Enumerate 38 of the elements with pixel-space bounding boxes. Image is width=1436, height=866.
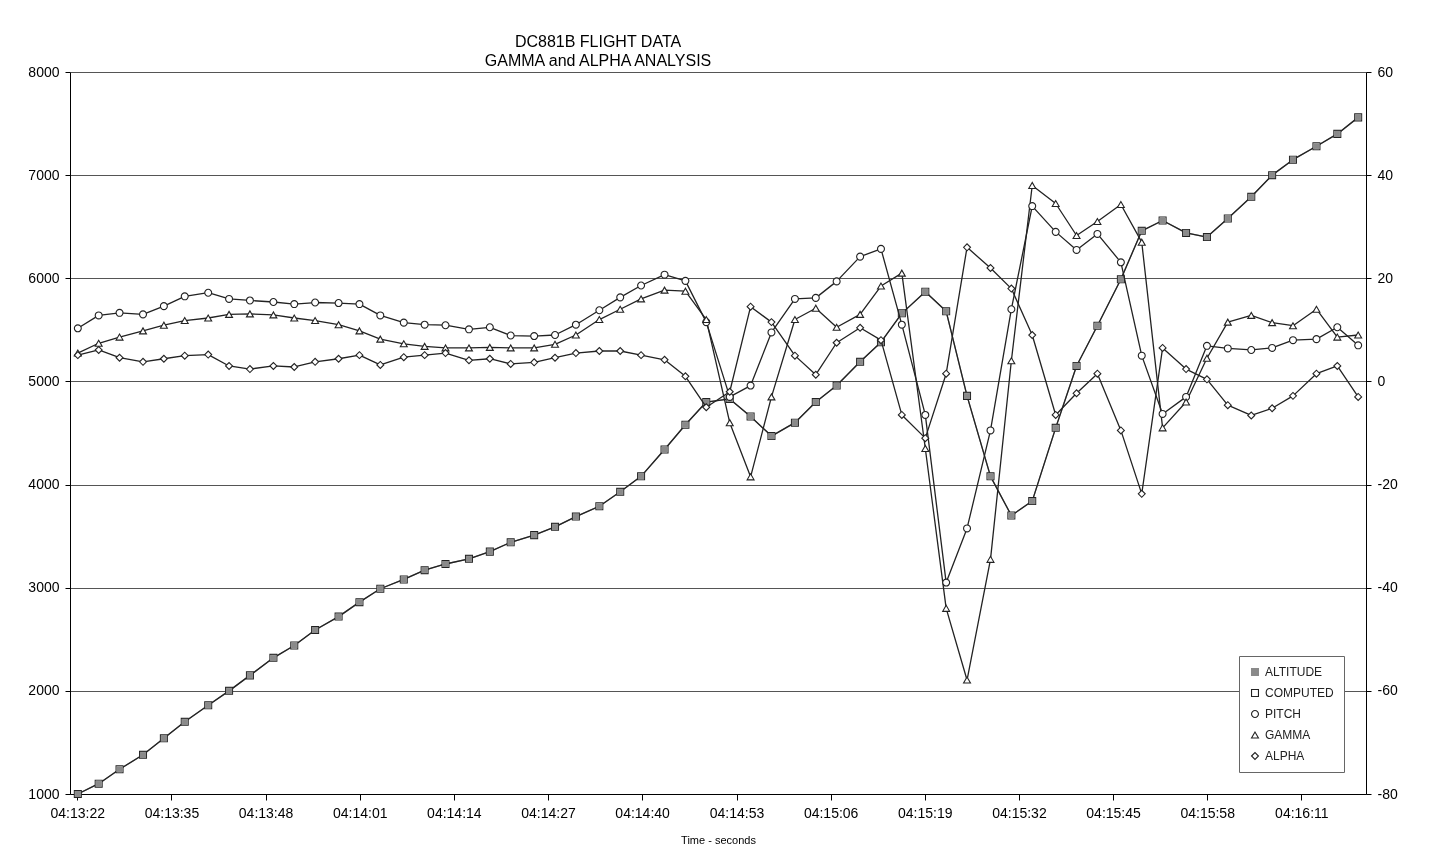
legend-label: PITCH	[1265, 707, 1301, 721]
y-tick-label: 5000	[28, 372, 60, 389]
x-tick-label: 04:15:06	[803, 804, 859, 821]
y2-tick-label: 20	[1377, 269, 1394, 286]
legend-label: ALTITUDE	[1265, 665, 1323, 679]
y-tick-label: 1000	[28, 785, 60, 802]
legend-label: ALPHA	[1265, 749, 1305, 763]
x-tick-label: 04:15:19	[898, 804, 953, 821]
y-tick-label: 2000	[28, 682, 60, 699]
y2-tick-label: 60	[1377, 63, 1394, 80]
x-tick-label: 04:16:11	[1275, 804, 1329, 821]
y2-tick-label: 0	[1377, 372, 1386, 389]
y2-tick-label: 40	[1377, 166, 1394, 183]
chart-subtitle: GAMMA and ALPHA ANALYSIS	[484, 52, 712, 69]
x-tick-label: 04:14:14	[427, 804, 482, 821]
x-tick-label: 04:15:32	[992, 804, 1047, 821]
y-tick-label: 8000	[28, 63, 60, 80]
y-tick-label: 4000	[28, 476, 60, 493]
x-tick-label: 04:13:22	[50, 804, 106, 821]
y-tick-label: 6000	[28, 269, 60, 286]
y-tick-label: 7000	[28, 166, 60, 183]
x-tick-label: 04:14:27	[521, 804, 576, 821]
x-axis-title: Time - seconds	[681, 833, 757, 846]
y-tick-label: 3000	[28, 579, 60, 596]
legend-label: GAMMA	[1265, 728, 1311, 742]
x-tick-label: 04:13:48	[238, 804, 294, 821]
y2-tick-label: -80	[1377, 785, 1398, 802]
x-tick-label: 04:14:40	[615, 804, 671, 821]
x-tick-label: 04:14:53	[709, 804, 765, 821]
y2-tick-label: -60	[1377, 682, 1398, 699]
x-tick-label: 04:13:35	[144, 804, 200, 821]
x-tick-label: 04:15:58	[1180, 804, 1236, 821]
legend-label: COMPUTED	[1265, 686, 1334, 700]
x-tick-label: 04:14:01	[332, 804, 388, 821]
x-tick-label: 04:15:45	[1086, 804, 1142, 821]
chart-title: DC881B FLIGHT DATA	[514, 33, 682, 50]
y2-tick-label: -40	[1377, 579, 1398, 596]
y2-tick-label: -20	[1377, 476, 1398, 493]
